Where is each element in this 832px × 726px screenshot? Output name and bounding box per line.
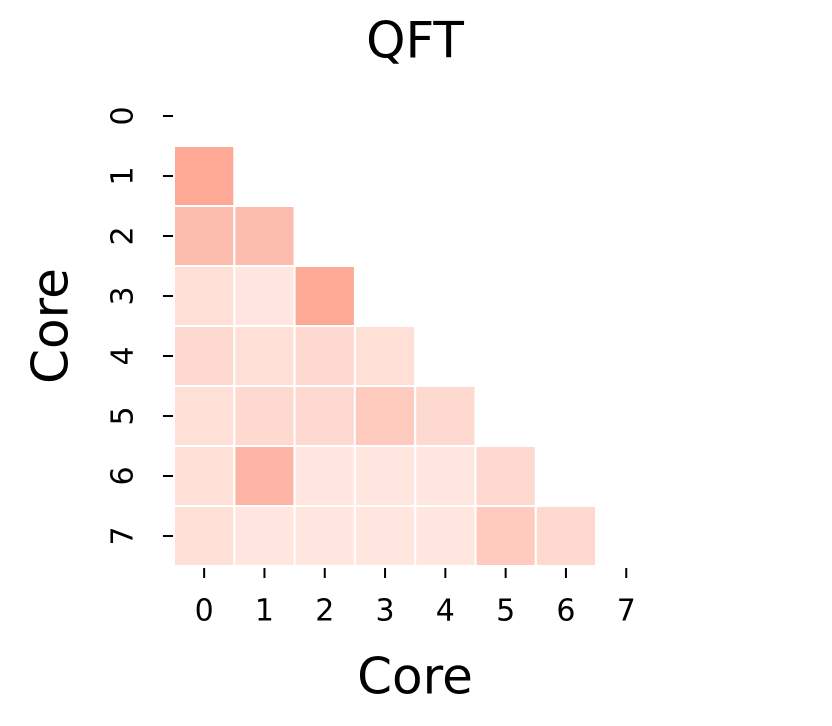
heatmap-cell xyxy=(173,265,236,327)
heatmap-cell xyxy=(233,325,296,387)
y-axis-label: Core xyxy=(22,268,80,384)
heatmap-cell xyxy=(173,505,236,567)
heatmap-cell xyxy=(414,385,477,447)
y-tick-label: 2 xyxy=(106,226,141,245)
x-tick-label: 2 xyxy=(315,594,334,629)
x-tick-label: 4 xyxy=(436,594,455,629)
heatmap-cell xyxy=(414,445,477,507)
heatmap-cell xyxy=(173,145,236,207)
heatmap-cell xyxy=(173,445,236,507)
heatmap-cell xyxy=(173,325,236,387)
chart-title: QFT xyxy=(366,12,464,70)
x-tick-label: 1 xyxy=(255,594,274,629)
heatmap-cell xyxy=(293,265,356,327)
heatmap-cell xyxy=(233,205,296,267)
heatmap-cell xyxy=(474,505,537,567)
heatmap-cell xyxy=(414,505,477,567)
heatmap-cell xyxy=(233,445,296,507)
heatmap-cell xyxy=(293,385,356,447)
heatmap-cell xyxy=(353,445,417,507)
y-tick-label: 3 xyxy=(106,286,141,305)
heatmap-cell xyxy=(173,385,236,447)
y-tick-label: 1 xyxy=(106,166,141,185)
heatmap-cell xyxy=(233,265,296,327)
heatmap-cell xyxy=(173,205,236,267)
heatmap-cell xyxy=(353,505,417,567)
y-tick-label: 6 xyxy=(106,466,141,485)
heatmap-cell xyxy=(353,325,417,387)
heatmap-cell xyxy=(293,445,356,507)
x-axis-label: Core xyxy=(357,648,473,706)
heatmap-cell xyxy=(474,445,537,507)
x-tick-label: 7 xyxy=(617,594,636,629)
heatmap-cell xyxy=(293,325,356,387)
y-tick-label: 7 xyxy=(106,526,141,545)
y-tick-label: 5 xyxy=(106,406,141,425)
heatmap-cell xyxy=(534,505,598,567)
heatmap-cell xyxy=(293,505,356,567)
y-tick-label: 4 xyxy=(106,346,141,365)
heatmap-cell xyxy=(233,385,296,447)
x-tick-label: 6 xyxy=(556,594,575,629)
x-tick-label: 0 xyxy=(195,594,214,629)
x-tick-label: 3 xyxy=(376,594,395,629)
heatmap-cell xyxy=(233,505,296,567)
x-tick-label: 5 xyxy=(496,594,515,629)
heatmap-cell xyxy=(353,385,417,447)
y-tick-label: 0 xyxy=(106,106,141,125)
